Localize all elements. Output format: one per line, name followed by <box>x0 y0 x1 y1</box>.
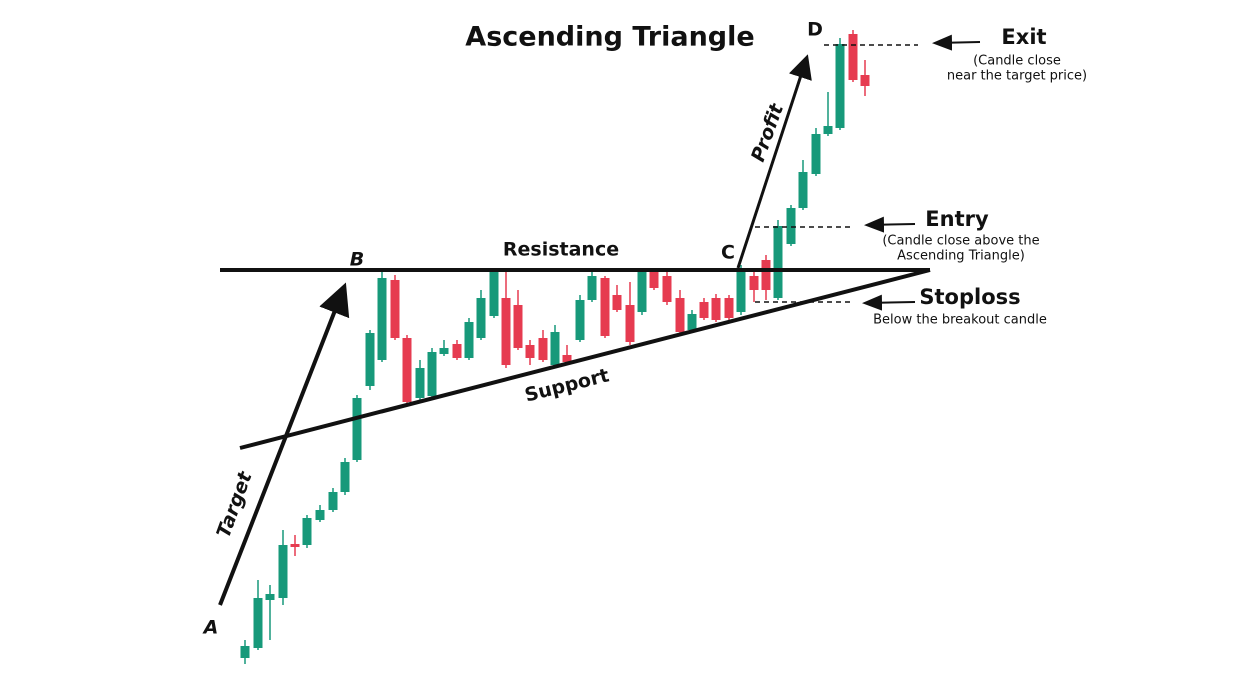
candle-body <box>538 338 548 360</box>
point-label: B <box>350 249 364 271</box>
note-detail: (Candle close <box>973 54 1061 69</box>
candle-body <box>612 295 622 310</box>
line-label: Resistance <box>503 239 619 261</box>
candle-body <box>786 208 796 244</box>
candle-body <box>600 278 610 336</box>
candle-body <box>265 594 275 600</box>
exit-pointer <box>932 34 981 51</box>
candle-body <box>390 280 400 338</box>
candle-body <box>699 302 709 318</box>
note-detail: (Candle close above the <box>882 234 1039 249</box>
note-detail: Below the breakout candle <box>873 313 1047 328</box>
candle-body <box>501 298 511 365</box>
support-line <box>239 268 931 450</box>
candle-body <box>427 352 437 396</box>
candle-body <box>848 34 858 80</box>
candle-body <box>476 298 486 338</box>
candle-body <box>525 345 535 358</box>
candle-body <box>439 348 449 354</box>
candle-body <box>550 332 560 365</box>
candle-body <box>253 598 263 648</box>
candle-body <box>773 226 783 298</box>
candle-body <box>811 134 821 174</box>
target-arrow <box>218 282 350 606</box>
note-heading: Stoploss <box>919 285 1020 309</box>
note-heading: Entry <box>925 207 989 231</box>
entry-pointer <box>864 216 916 233</box>
candle-body <box>240 646 250 658</box>
candles <box>240 30 870 664</box>
candle-body <box>662 276 672 302</box>
candle-body <box>761 260 771 290</box>
title: Ascending Triangle <box>465 22 754 53</box>
candle-body <box>724 298 734 318</box>
candle-body <box>798 172 808 208</box>
note-detail: Ascending Triangle) <box>897 249 1025 264</box>
candle-body <box>278 545 288 598</box>
candle-body <box>562 355 572 362</box>
candle-body <box>302 518 312 545</box>
candle-body <box>489 272 499 316</box>
candle-body <box>587 276 597 300</box>
candle-body <box>452 344 462 358</box>
point-label: A <box>202 617 219 639</box>
candle-body <box>340 462 350 492</box>
candle-body <box>649 272 659 288</box>
candle-body <box>377 278 387 360</box>
point-label: D <box>807 19 823 41</box>
profit-arrow <box>736 54 812 269</box>
candle-body <box>290 544 300 547</box>
note-heading: Exit <box>1001 25 1046 49</box>
candle-body <box>402 338 412 402</box>
candle-body <box>575 300 585 340</box>
candle-body <box>625 305 635 342</box>
candle-body <box>352 398 362 460</box>
stoploss-pointer <box>862 294 916 311</box>
candle-body <box>637 272 647 312</box>
candle-body <box>860 75 870 86</box>
candle-body <box>365 333 375 386</box>
candle-body <box>687 314 697 330</box>
note-detail: near the target price) <box>947 69 1087 84</box>
candle-body <box>513 305 523 348</box>
point-label: C <box>721 242 735 264</box>
candle-body <box>415 368 425 398</box>
candle-body <box>711 298 721 320</box>
candle-body <box>749 276 759 290</box>
candle-body <box>328 492 338 510</box>
candle-body <box>823 126 833 134</box>
candle-body <box>736 270 746 312</box>
candle-body <box>835 44 845 128</box>
candle-body <box>315 510 325 520</box>
candle-body <box>675 298 685 332</box>
candle-body <box>464 322 474 358</box>
